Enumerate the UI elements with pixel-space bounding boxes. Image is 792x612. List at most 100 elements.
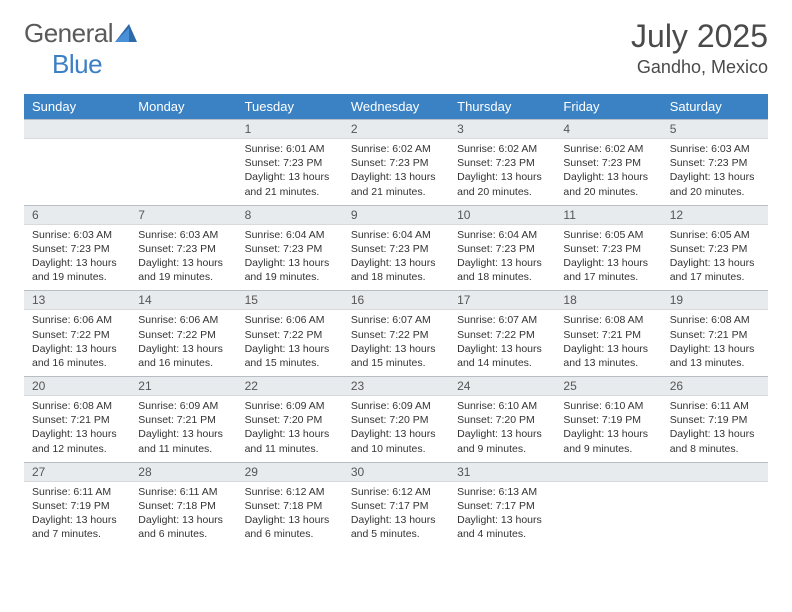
sunrise-line: Sunrise: 6:11 AM: [138, 485, 228, 499]
day-content: Sunrise: 6:05 AMSunset: 7:23 PMDaylight:…: [662, 225, 768, 291]
day-number: .: [555, 462, 661, 482]
sunset-line: Sunset: 7:20 PM: [245, 413, 335, 427]
day-number: 11: [555, 205, 661, 225]
day-header: Tuesday: [237, 94, 343, 119]
month-year: July 2025: [631, 18, 768, 55]
daylight-line: Daylight: 13 hours and 19 minutes.: [138, 256, 228, 284]
sunrise-line: Sunrise: 6:12 AM: [351, 485, 441, 499]
day-content: Sunrise: 6:09 AMSunset: 7:20 PMDaylight:…: [343, 396, 449, 462]
sunrise-line: Sunrise: 6:11 AM: [670, 399, 760, 413]
daylight-line: Daylight: 13 hours and 6 minutes.: [245, 513, 335, 541]
daylight-line: Daylight: 13 hours and 19 minutes.: [245, 256, 335, 284]
day-number: 13: [24, 290, 130, 310]
daylight-line: Daylight: 13 hours and 4 minutes.: [457, 513, 547, 541]
daylight-line: Daylight: 13 hours and 21 minutes.: [245, 170, 335, 198]
day-number: 22: [237, 376, 343, 396]
sunrise-line: Sunrise: 6:08 AM: [32, 399, 122, 413]
day-number: 12: [662, 205, 768, 225]
logo-text: General Blue: [24, 18, 137, 80]
calendar-cell: 18Sunrise: 6:08 AMSunset: 7:21 PMDayligh…: [555, 290, 661, 376]
logo-part1: General: [24, 18, 113, 48]
day-content: Sunrise: 6:04 AMSunset: 7:23 PMDaylight:…: [237, 225, 343, 291]
day-content: Sunrise: 6:11 AMSunset: 7:18 PMDaylight:…: [130, 482, 236, 548]
day-number: 3: [449, 119, 555, 139]
sunrise-line: Sunrise: 6:04 AM: [351, 228, 441, 242]
calendar-week: 27Sunrise: 6:11 AMSunset: 7:19 PMDayligh…: [24, 462, 768, 548]
sunrise-line: Sunrise: 6:08 AM: [563, 313, 653, 327]
sunrise-line: Sunrise: 6:06 AM: [138, 313, 228, 327]
daylight-line: Daylight: 13 hours and 16 minutes.: [138, 342, 228, 370]
day-header: Wednesday: [343, 94, 449, 119]
daylight-line: Daylight: 13 hours and 17 minutes.: [670, 256, 760, 284]
calendar-week: 13Sunrise: 6:06 AMSunset: 7:22 PMDayligh…: [24, 290, 768, 376]
sunset-line: Sunset: 7:21 PM: [670, 328, 760, 342]
day-number: 28: [130, 462, 236, 482]
daylight-line: Daylight: 13 hours and 15 minutes.: [245, 342, 335, 370]
day-content: Sunrise: 6:05 AMSunset: 7:23 PMDaylight:…: [555, 225, 661, 291]
sunrise-line: Sunrise: 6:02 AM: [351, 142, 441, 156]
calendar-cell: 8Sunrise: 6:04 AMSunset: 7:23 PMDaylight…: [237, 205, 343, 291]
calendar-cell: 14Sunrise: 6:06 AMSunset: 7:22 PMDayligh…: [130, 290, 236, 376]
daylight-line: Daylight: 13 hours and 20 minutes.: [563, 170, 653, 198]
day-content: Sunrise: 6:06 AMSunset: 7:22 PMDaylight:…: [130, 310, 236, 376]
day-content: Sunrise: 6:04 AMSunset: 7:23 PMDaylight:…: [449, 225, 555, 291]
calendar-cell: .: [555, 462, 661, 548]
day-header-row: SundayMondayTuesdayWednesdayThursdayFrid…: [24, 94, 768, 119]
day-content: Sunrise: 6:02 AMSunset: 7:23 PMDaylight:…: [555, 139, 661, 205]
sunrise-line: Sunrise: 6:09 AM: [245, 399, 335, 413]
calendar-cell: 26Sunrise: 6:11 AMSunset: 7:19 PMDayligh…: [662, 376, 768, 462]
calendar-cell: 30Sunrise: 6:12 AMSunset: 7:17 PMDayligh…: [343, 462, 449, 548]
sunrise-line: Sunrise: 6:05 AM: [670, 228, 760, 242]
daylight-line: Daylight: 13 hours and 6 minutes.: [138, 513, 228, 541]
sunset-line: Sunset: 7:23 PM: [351, 156, 441, 170]
sunrise-line: Sunrise: 6:12 AM: [245, 485, 335, 499]
sunrise-line: Sunrise: 6:08 AM: [670, 313, 760, 327]
sunrise-line: Sunrise: 6:10 AM: [457, 399, 547, 413]
day-number: 25: [555, 376, 661, 396]
day-number: 2: [343, 119, 449, 139]
calendar-table: SundayMondayTuesdayWednesdayThursdayFrid…: [24, 94, 768, 547]
calendar-cell: 17Sunrise: 6:07 AMSunset: 7:22 PMDayligh…: [449, 290, 555, 376]
sunset-line: Sunset: 7:22 PM: [457, 328, 547, 342]
calendar-cell: 4Sunrise: 6:02 AMSunset: 7:23 PMDaylight…: [555, 119, 661, 205]
logo-part2: Blue: [52, 49, 102, 79]
calendar-cell: 6Sunrise: 6:03 AMSunset: 7:23 PMDaylight…: [24, 205, 130, 291]
sunrise-line: Sunrise: 6:02 AM: [457, 142, 547, 156]
calendar-cell: 22Sunrise: 6:09 AMSunset: 7:20 PMDayligh…: [237, 376, 343, 462]
day-number: 9: [343, 205, 449, 225]
sunset-line: Sunset: 7:17 PM: [351, 499, 441, 513]
day-content: Sunrise: 6:02 AMSunset: 7:23 PMDaylight:…: [343, 139, 449, 205]
sunset-line: Sunset: 7:22 PM: [138, 328, 228, 342]
calendar-week: ..1Sunrise: 6:01 AMSunset: 7:23 PMDaylig…: [24, 119, 768, 205]
day-content: Sunrise: 6:07 AMSunset: 7:22 PMDaylight:…: [449, 310, 555, 376]
sunrise-line: Sunrise: 6:06 AM: [32, 313, 122, 327]
calendar-cell: 21Sunrise: 6:09 AMSunset: 7:21 PMDayligh…: [130, 376, 236, 462]
day-content: Sunrise: 6:13 AMSunset: 7:17 PMDaylight:…: [449, 482, 555, 548]
sunset-line: Sunset: 7:23 PM: [670, 156, 760, 170]
sunset-line: Sunset: 7:21 PM: [563, 328, 653, 342]
daylight-line: Daylight: 13 hours and 13 minutes.: [563, 342, 653, 370]
sunset-line: Sunset: 7:20 PM: [351, 413, 441, 427]
calendar-cell: 11Sunrise: 6:05 AMSunset: 7:23 PMDayligh…: [555, 205, 661, 291]
daylight-line: Daylight: 13 hours and 12 minutes.: [32, 427, 122, 455]
daylight-line: Daylight: 13 hours and 16 minutes.: [32, 342, 122, 370]
calendar-cell: 1Sunrise: 6:01 AMSunset: 7:23 PMDaylight…: [237, 119, 343, 205]
day-content: Sunrise: 6:09 AMSunset: 7:20 PMDaylight:…: [237, 396, 343, 462]
sunrise-line: Sunrise: 6:04 AM: [245, 228, 335, 242]
sunset-line: Sunset: 7:17 PM: [457, 499, 547, 513]
calendar-cell: 27Sunrise: 6:11 AMSunset: 7:19 PMDayligh…: [24, 462, 130, 548]
day-content: Sunrise: 6:10 AMSunset: 7:19 PMDaylight:…: [555, 396, 661, 462]
day-content: Sunrise: 6:09 AMSunset: 7:21 PMDaylight:…: [130, 396, 236, 462]
daylight-line: Daylight: 13 hours and 19 minutes.: [32, 256, 122, 284]
calendar-cell: 2Sunrise: 6:02 AMSunset: 7:23 PMDaylight…: [343, 119, 449, 205]
day-content: Sunrise: 6:06 AMSunset: 7:22 PMDaylight:…: [24, 310, 130, 376]
day-content: Sunrise: 6:08 AMSunset: 7:21 PMDaylight:…: [24, 396, 130, 462]
calendar-cell: 29Sunrise: 6:12 AMSunset: 7:18 PMDayligh…: [237, 462, 343, 548]
day-content: Sunrise: 6:11 AMSunset: 7:19 PMDaylight:…: [24, 482, 130, 548]
daylight-line: Daylight: 13 hours and 9 minutes.: [563, 427, 653, 455]
calendar-cell: 24Sunrise: 6:10 AMSunset: 7:20 PMDayligh…: [449, 376, 555, 462]
sunset-line: Sunset: 7:23 PM: [670, 242, 760, 256]
day-content: Sunrise: 6:07 AMSunset: 7:22 PMDaylight:…: [343, 310, 449, 376]
sunset-line: Sunset: 7:23 PM: [351, 242, 441, 256]
day-number: 16: [343, 290, 449, 310]
